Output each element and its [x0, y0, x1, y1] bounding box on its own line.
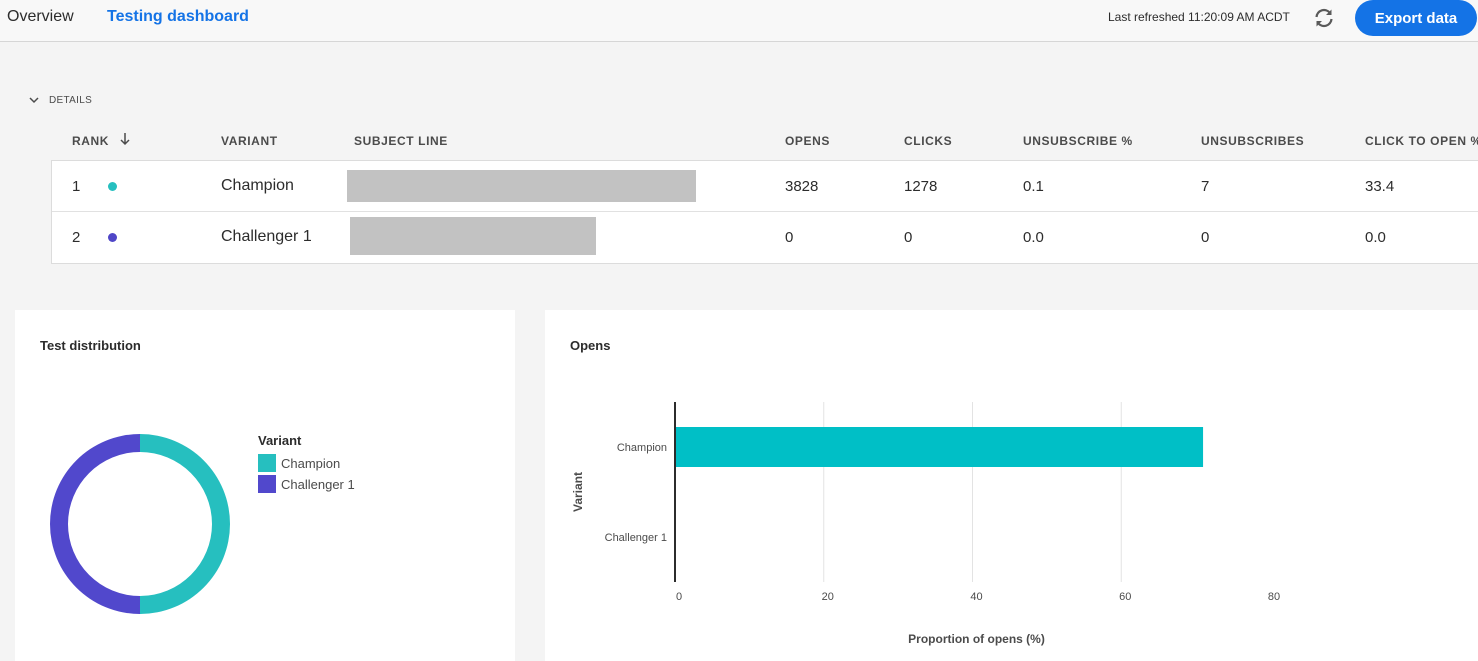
- column-header-unsubscribes[interactable]: UNSUBSCRIBES: [1201, 134, 1305, 148]
- table-row[interactable]: 2 Challenger 1 0 0 0.0 0 0.0: [52, 212, 1478, 262]
- variant-cell: Challenger 1: [221, 228, 312, 245]
- y-tick-label: Champion: [617, 442, 667, 454]
- donut-slice-champion[interactable]: [140, 434, 230, 614]
- details-label: DETAILS: [49, 94, 93, 106]
- unsubscribes-cell: 7: [1201, 178, 1210, 195]
- column-header-rank[interactable]: RANK: [72, 134, 110, 148]
- bar-champion[interactable]: [675, 427, 1204, 467]
- redacted-subject-line: [347, 170, 696, 202]
- column-header-unsubscribe-pct[interactable]: UNSUBSCRIBE %: [1023, 134, 1133, 148]
- top-bar: Overview Testing dashboard Last refreshe…: [0, 0, 1478, 42]
- rank-cell: 1: [72, 178, 81, 195]
- y-tick-label: Challenger 1: [605, 532, 667, 544]
- column-header-variant[interactable]: VARIANT: [221, 134, 278, 148]
- click-to-open-pct-cell: 0.0: [1365, 229, 1386, 246]
- x-tick-label: 20: [822, 591, 834, 603]
- legend-title: Variant: [258, 433, 302, 448]
- tab-overview[interactable]: Overview: [7, 8, 74, 25]
- chevron-down-icon: [29, 97, 39, 104]
- x-tick-label: 60: [1119, 591, 1131, 603]
- test-distribution-card: Test distribution Variant Champion Chall…: [15, 310, 515, 661]
- opens-cell: 3828: [785, 178, 819, 195]
- x-axis-title: Proportion of opens (%): [908, 632, 1045, 646]
- legend-swatch: [258, 454, 276, 472]
- x-tick-label: 40: [970, 591, 982, 603]
- clicks-cell: 0: [904, 229, 913, 246]
- y-axis-title: Variant: [571, 472, 585, 512]
- opens-bar-chart: 0 20 40 60 80 Champion Challenger 1 Proportion …: [571, 402, 1280, 646]
- tab-testing-dashboard[interactable]: Testing dashboard: [107, 8, 249, 25]
- details-toggle[interactable]: DETAILS: [28, 94, 92, 106]
- legend-swatch: [258, 475, 276, 493]
- rank-cell: 2: [72, 229, 81, 246]
- distribution-donut-chart: [50, 434, 230, 614]
- donut-slice-challenger-1[interactable]: [50, 434, 140, 614]
- unsubscribes-cell: 0: [1201, 229, 1210, 246]
- export-data-button[interactable]: Export data: [1355, 0, 1477, 36]
- opens-card: Opens 0 20 40 60 80 Champion Challenger 1 Propo…: [545, 310, 1478, 661]
- results-table: 1 Champion 3828 1278 0.1 7 33.4 2 Challe…: [51, 160, 1478, 264]
- unsubscribe-pct-cell: 0.1: [1023, 178, 1044, 195]
- column-header-clicks[interactable]: CLICKS: [904, 134, 953, 148]
- legend-label: Champion: [281, 455, 341, 471]
- legend-item-champion[interactable]: Champion: [258, 454, 340, 472]
- card-title: Opens: [570, 338, 611, 353]
- variant-cell: Champion: [221, 177, 294, 194]
- sort-descending-icon[interactable]: [118, 132, 132, 146]
- variant-color-dot: [108, 182, 117, 191]
- table-row[interactable]: 1 Champion 3828 1278 0.1 7 33.4: [52, 161, 1478, 212]
- legend-label: Challenger 1: [281, 476, 355, 492]
- variant-color-dot: [108, 233, 117, 242]
- redacted-subject-line: [350, 217, 596, 255]
- refresh-icon[interactable]: [1312, 6, 1336, 30]
- legend-item-challenger-1[interactable]: Challenger 1: [258, 475, 355, 493]
- x-tick-label: 0: [676, 591, 682, 603]
- card-title: Test distribution: [40, 338, 141, 353]
- column-header-opens[interactable]: OPENS: [785, 134, 831, 148]
- click-to-open-pct-cell: 33.4: [1365, 178, 1395, 195]
- clicks-cell: 1278: [904, 178, 938, 195]
- last-refreshed-text: Last refreshed 11:20:09 AM ACDT: [1108, 10, 1290, 24]
- column-header-click-to-open-pct[interactable]: CLICK TO OPEN %: [1365, 134, 1478, 148]
- unsubscribe-pct-cell: 0.0: [1023, 229, 1044, 246]
- column-header-subject-line[interactable]: SUBJECT LINE: [354, 134, 448, 148]
- x-tick-label: 80: [1268, 591, 1280, 603]
- opens-cell: 0: [785, 229, 794, 246]
